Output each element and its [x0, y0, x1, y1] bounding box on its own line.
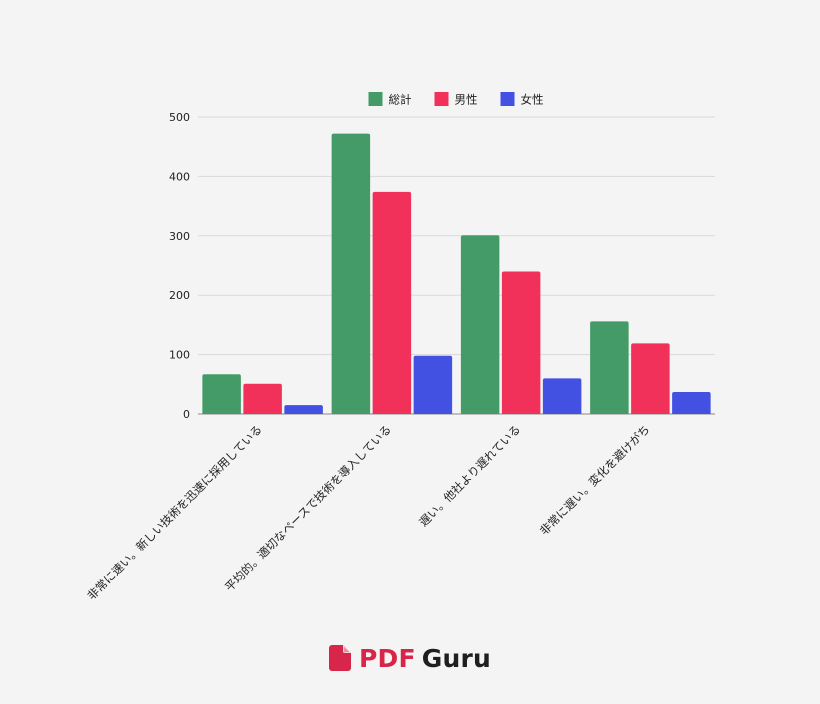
- legend-swatch: [368, 92, 383, 106]
- bar-1-4: [590, 321, 629, 414]
- bar-3-2: [413, 355, 453, 414]
- y-axis-ticks: 0 100 200 300 400 500: [169, 111, 190, 421]
- bars: [202, 133, 711, 414]
- legend-label: 総計: [389, 93, 412, 107]
- bar-2-4: [631, 343, 670, 414]
- bar-3-1: [284, 405, 323, 414]
- bar-1-3: [460, 235, 500, 414]
- bar-2-1: [243, 383, 282, 414]
- x-category-label: 遅い。他社より遅れている: [416, 422, 523, 529]
- bar-3-4: [672, 392, 711, 414]
- brand-guru-text: Guru: [421, 643, 491, 673]
- y-tick-label: 300: [169, 230, 190, 243]
- y-tick-label: 500: [169, 111, 190, 124]
- bar-2-2: [372, 191, 412, 414]
- legend: 総計 男性 女性: [368, 92, 544, 107]
- y-tick-label: 200: [169, 289, 190, 302]
- y-tick-label: 100: [169, 349, 190, 362]
- gridlines: [198, 116, 715, 415]
- x-axis-category-labels: 非常に速い。新しい技術を迅速に採用している平均的。適切なペースで技術を導入してい…: [84, 422, 652, 602]
- brand-pdf-text: PDF: [358, 643, 416, 673]
- y-tick-label: 400: [169, 170, 190, 183]
- bar-3-3: [542, 378, 582, 414]
- document-icon: [328, 645, 351, 671]
- bar-1-2: [331, 133, 371, 414]
- x-category-label: 非常に遅い。変化を避けがち: [537, 422, 653, 538]
- legend-label: 女性: [521, 93, 544, 107]
- bar-2-3: [501, 271, 541, 414]
- y-tick-label: 0: [183, 408, 190, 421]
- brand-logo: PDF Guru: [0, 642, 820, 674]
- legend-swatch: [500, 92, 515, 106]
- legend-label: 男性: [455, 93, 478, 107]
- bar-1-1: [202, 374, 241, 414]
- legend-swatch: [434, 92, 449, 106]
